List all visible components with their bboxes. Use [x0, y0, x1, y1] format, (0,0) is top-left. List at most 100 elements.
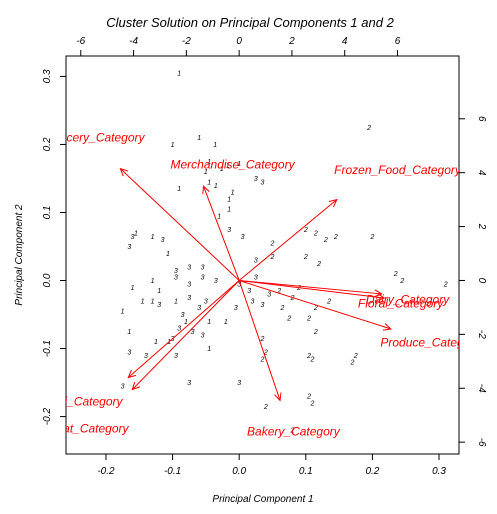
- cluster-point: 2: [290, 295, 295, 302]
- loading-label: Merchandise_Category: [171, 158, 296, 172]
- cluster-point: 2: [349, 360, 354, 367]
- loading-arrow-head: [328, 198, 338, 208]
- cluster-point: 1: [207, 179, 211, 186]
- cluster-point: 3: [191, 329, 195, 336]
- loading-arrow-head: [382, 323, 392, 331]
- cluster-point: 2: [280, 305, 285, 312]
- top-tick-label: -6: [76, 36, 85, 47]
- loading-label: Bakery_Category: [247, 424, 341, 438]
- cluster-point: 2: [286, 315, 291, 322]
- top-tick-label: 2: [288, 36, 295, 47]
- y-tick-label: 0.1: [42, 206, 53, 220]
- cluster-point: 3: [131, 234, 135, 241]
- cluster-point: 1: [184, 319, 188, 326]
- cluster-point: 1: [151, 298, 155, 305]
- cluster-point: 3: [201, 275, 205, 282]
- cluster-point: 2: [303, 254, 308, 261]
- loading-arrow-head: [373, 289, 383, 298]
- loading-label: Dairy_Category: [366, 292, 450, 306]
- cluster-point: 3: [237, 380, 241, 387]
- x-tick-label: 0.3: [432, 466, 446, 477]
- loading-labels: Grocery_Category Merchandise_Category Froz…: [46, 131, 459, 439]
- x-tick-label: 0.1: [299, 466, 313, 477]
- cluster-point: 1: [214, 183, 218, 190]
- cluster-point: 3: [127, 244, 131, 251]
- cluster-point: 1: [227, 207, 231, 214]
- loading-arrow-shaft: [238, 280, 281, 401]
- x-tick-label: 0.0: [232, 466, 246, 477]
- top-tick-label: -4: [129, 36, 138, 47]
- cluster-point: 3: [187, 264, 191, 271]
- cluster-point: 2: [333, 234, 338, 241]
- loading-label: Floral_Category: [358, 296, 444, 310]
- cluster-point: 1: [121, 309, 125, 316]
- cluster-point: 1: [237, 161, 241, 168]
- cluster-point: 3: [161, 237, 165, 244]
- loading-label: Deli_Category: [46, 395, 123, 409]
- loading-arrow-head: [274, 392, 282, 402]
- cluster-point: 2: [310, 400, 315, 407]
- right-tick-label: -6: [476, 438, 487, 447]
- right-tick-label: 4: [476, 170, 487, 176]
- loading-arrow-shaft: [239, 279, 382, 295]
- cluster-point: 2: [323, 237, 328, 244]
- cluster-point: 1: [231, 190, 235, 197]
- x-tick-label: -0.2: [97, 466, 115, 477]
- cluster-point: 3: [267, 292, 271, 299]
- bottom-axis: -0.2 -0.1 0.0 0.1 0.2 0.3: [97, 454, 446, 477]
- cluster-point: 1: [131, 285, 135, 292]
- cluster-point: 3: [254, 258, 258, 265]
- cluster-point: 2: [399, 278, 404, 285]
- cluster-point: 3: [174, 275, 178, 282]
- cluster-point: 2: [369, 234, 374, 241]
- right-tick-label: 2: [476, 223, 487, 230]
- right-tick-label: 6: [476, 116, 487, 122]
- cluster-point: 2: [313, 305, 318, 312]
- right-tick-label: -4: [476, 384, 487, 393]
- cluster-point: 1: [213, 142, 217, 149]
- y-tick-label: 0.2: [42, 137, 53, 151]
- cluster-point: 2: [313, 329, 318, 336]
- cluster-point: 1: [171, 142, 175, 149]
- cluster-point: 1: [134, 230, 138, 237]
- cluster-point: 3: [127, 349, 131, 356]
- cluster-point: 2: [313, 230, 318, 237]
- y-axis-label: Principal Component 2: [14, 204, 25, 306]
- loading-arrow-head: [131, 381, 140, 391]
- loading-arrow-shaft: [239, 279, 385, 299]
- cluster-point: 3: [144, 353, 148, 360]
- right-tick-label: 0: [476, 278, 487, 284]
- x-tick-label: 0.2: [365, 466, 379, 477]
- y-tick-label: -0.2: [42, 408, 53, 426]
- cluster-point: 3: [254, 275, 258, 282]
- cluster-point: 1: [174, 298, 178, 305]
- cluster-point: 2: [290, 428, 295, 435]
- cluster-point: 3: [234, 305, 238, 312]
- cluster-point: 1: [227, 196, 231, 203]
- cluster-point: 3: [251, 298, 255, 305]
- cluster-point: 3: [177, 326, 181, 333]
- cluster-point: 3: [261, 302, 265, 309]
- cluster-point: 2: [296, 285, 301, 292]
- cluster-point: 1: [224, 319, 228, 326]
- chart-title: Cluster Solution on Principal Components…: [106, 15, 394, 30]
- cluster-point: 3: [201, 332, 205, 339]
- cluster-point: 3: [187, 295, 191, 302]
- top-tick-label: 6: [395, 36, 401, 47]
- loading-label: Grocery_Category: [46, 131, 145, 145]
- cluster-point: 2: [270, 254, 275, 261]
- cluster-point: 3: [241, 234, 245, 241]
- cluster-point: 2: [276, 288, 281, 295]
- cluster-point: 3: [121, 383, 125, 390]
- cluster-point: 2: [353, 353, 358, 360]
- loading-arrow-head: [376, 293, 386, 302]
- loading-arrow-head: [119, 167, 129, 177]
- cluster-point: 2: [316, 261, 321, 268]
- cluster-point: 3: [227, 227, 231, 234]
- cluster-point: 1: [151, 278, 155, 285]
- right-tick-label: -2: [476, 330, 487, 339]
- y-tick-label: -0.1: [42, 340, 53, 357]
- cluster-point: 1: [166, 251, 170, 258]
- cluster-point: 1: [127, 329, 131, 336]
